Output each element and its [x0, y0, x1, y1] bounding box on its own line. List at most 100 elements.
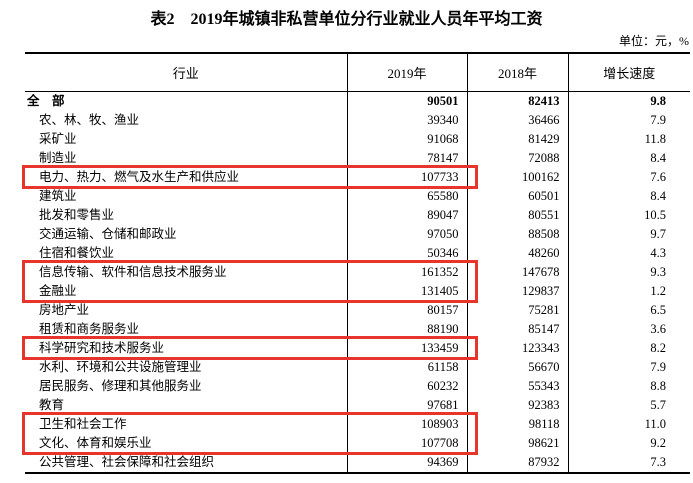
growth-rate-cell: 11.0 [567, 415, 690, 434]
wage-2019-cell: 39340 [346, 111, 467, 130]
wage-2018-cell: 81429 [466, 130, 568, 149]
wage-table: 行业 2019年 2018年 增长速度 全 部 90501 82413 9.8 农、林、… [25, 52, 690, 474]
table-row: 农、林、牧、渔业 39340 36466 7.9 [25, 111, 690, 130]
wage-2018-cell: 147678 [466, 263, 568, 282]
wage-2018-cell: 129837 [466, 282, 568, 301]
table-row: 全 部 90501 82413 9.8 [25, 91, 690, 111]
unit-note: 单位：元，% [619, 34, 689, 48]
wage-2018-cell: 82413 [466, 91, 568, 111]
table-row: 教育 97681 92383 5.7 [25, 396, 690, 415]
table-row: 文化、体育和娱乐业 107708 98621 9.2 [25, 434, 690, 453]
wage-2018-cell: 92383 [466, 396, 568, 415]
industry-cell: 住宿和餐饮业 [39, 246, 115, 260]
table-row: 金融业 131405 129837 1.2 [25, 282, 690, 301]
column-header-2018: 2018年 [466, 53, 568, 92]
growth-rate-cell: 7.3 [567, 453, 690, 473]
wage-2018-cell: 55343 [466, 377, 568, 396]
table-row: 科学研究和技术服务业 133459 123343 8.2 [25, 339, 690, 358]
growth-rate-cell: 9.7 [567, 225, 690, 244]
growth-rate-cell: 9.3 [567, 263, 690, 282]
wage-2019-cell: 50346 [346, 244, 467, 263]
wage-2019-cell: 107708 [346, 434, 467, 453]
growth-rate-cell: 3.6 [567, 320, 690, 339]
industry-cell: 电力、热力、燃气及水生产和供应业 [39, 170, 240, 184]
wage-2019-cell: 94369 [346, 453, 467, 473]
table-row: 居民服务、修理和其他服务业 60232 55343 8.8 [25, 377, 690, 396]
wage-2018-cell: 48260 [466, 244, 568, 263]
industry-cell: 房地产业 [39, 303, 90, 317]
wage-2018-cell: 87932 [466, 453, 568, 473]
growth-rate-cell: 9.8 [567, 91, 690, 111]
wage-2018-cell: 85147 [466, 320, 568, 339]
growth-rate-cell: 7.9 [567, 111, 690, 130]
table-row: 卫生和社会工作 108903 98118 11.0 [25, 415, 690, 434]
growth-rate-cell: 6.5 [567, 301, 690, 320]
wage-2018-cell: 88508 [466, 225, 568, 244]
header-row: 行业 2019年 2018年 增长速度 [25, 53, 690, 92]
wage-2019-cell: 78147 [346, 149, 467, 168]
wage-2019-cell: 88190 [346, 320, 467, 339]
wage-2019-cell: 61158 [346, 358, 467, 377]
wage-2019-cell: 65580 [346, 187, 467, 206]
industry-cell: 文化、体育和娱乐业 [39, 436, 152, 450]
growth-rate-cell: 8.4 [567, 149, 690, 168]
wage-2018-cell: 75281 [466, 301, 568, 320]
growth-rate-cell: 5.7 [567, 396, 690, 415]
growth-rate-cell: 4.3 [567, 244, 690, 263]
table-row: 交通运输、仓储和邮政业 97050 88508 9.7 [25, 225, 690, 244]
table-row: 制造业 78147 72088 8.4 [25, 149, 690, 168]
wage-2018-cell: 100162 [466, 168, 568, 187]
wage-2018-cell: 98621 [466, 434, 568, 453]
wage-2018-cell: 60501 [466, 187, 568, 206]
table-row: 建筑业 65580 60501 8.4 [25, 187, 690, 206]
wage-2018-cell: 56670 [466, 358, 568, 377]
wage-2018-cell: 98118 [466, 415, 568, 434]
table-title: 表2 2019年城镇非私营单位分行业就业人员年平均工资 [150, 11, 543, 28]
industry-cell: 建筑业 [39, 189, 77, 203]
table-row: 住宿和餐饮业 50346 48260 4.3 [25, 244, 690, 263]
industry-cell: 卫生和社会工作 [39, 417, 127, 431]
industry-cell: 租赁和商务服务业 [39, 322, 140, 336]
column-header-growth: 增长速度 [567, 53, 690, 92]
industry-cell: 全 部 [27, 94, 65, 108]
wage-2019-cell: 89047 [346, 206, 467, 225]
industry-cell: 信息传输、软件和信息技术服务业 [39, 265, 227, 279]
wage-2019-cell: 90501 [346, 91, 467, 111]
table-row: 批发和零售业 89047 80551 10.5 [25, 206, 690, 225]
table-row: 租赁和商务服务业 88190 85147 3.6 [25, 320, 690, 339]
growth-rate-cell: 1.2 [567, 282, 690, 301]
wage-2018-cell: 123343 [466, 339, 568, 358]
wage-2019-cell: 97050 [346, 225, 467, 244]
wage-2019-cell: 133459 [346, 339, 467, 358]
industry-cell: 制造业 [39, 151, 77, 165]
growth-rate-cell: 11.8 [567, 130, 690, 149]
table-row: 信息传输、软件和信息技术服务业 161352 147678 9.3 [25, 263, 690, 282]
industry-cell: 批发和零售业 [39, 208, 115, 222]
growth-rate-cell: 8.2 [567, 339, 690, 358]
growth-rate-cell: 10.5 [567, 206, 690, 225]
wage-2019-cell: 107733 [346, 168, 467, 187]
industry-cell: 科学研究和技术服务业 [39, 341, 165, 355]
wage-2019-cell: 161352 [346, 263, 467, 282]
table-row: 公共管理、社会保障和社会组织 94369 87932 7.3 [25, 453, 690, 473]
wage-2019-cell: 60232 [346, 377, 467, 396]
wage-2018-cell: 36466 [466, 111, 568, 130]
industry-cell: 教育 [39, 398, 65, 412]
wage-2018-cell: 80551 [466, 206, 568, 225]
wage-2019-cell: 80157 [346, 301, 467, 320]
table-row: 水利、环境和公共设施管理业 61158 56670 7.9 [25, 358, 690, 377]
column-header-2019: 2019年 [346, 53, 467, 92]
wage-2019-cell: 91068 [346, 130, 467, 149]
growth-rate-cell: 7.9 [567, 358, 690, 377]
industry-cell: 金融业 [39, 284, 77, 298]
industry-cell: 公共管理、社会保障和社会组织 [39, 455, 215, 469]
industry-cell: 居民服务、修理和其他服务业 [39, 379, 202, 393]
table-row: 房地产业 80157 75281 6.5 [25, 301, 690, 320]
growth-rate-cell: 9.2 [567, 434, 690, 453]
wage-2019-cell: 131405 [346, 282, 467, 301]
wage-2018-cell: 72088 [466, 149, 568, 168]
industry-cell: 采矿业 [39, 132, 77, 146]
table-row: 电力、热力、燃气及水生产和供应业 107733 100162 7.6 [25, 168, 690, 187]
industry-cell: 交通运输、仓储和邮政业 [39, 227, 177, 241]
